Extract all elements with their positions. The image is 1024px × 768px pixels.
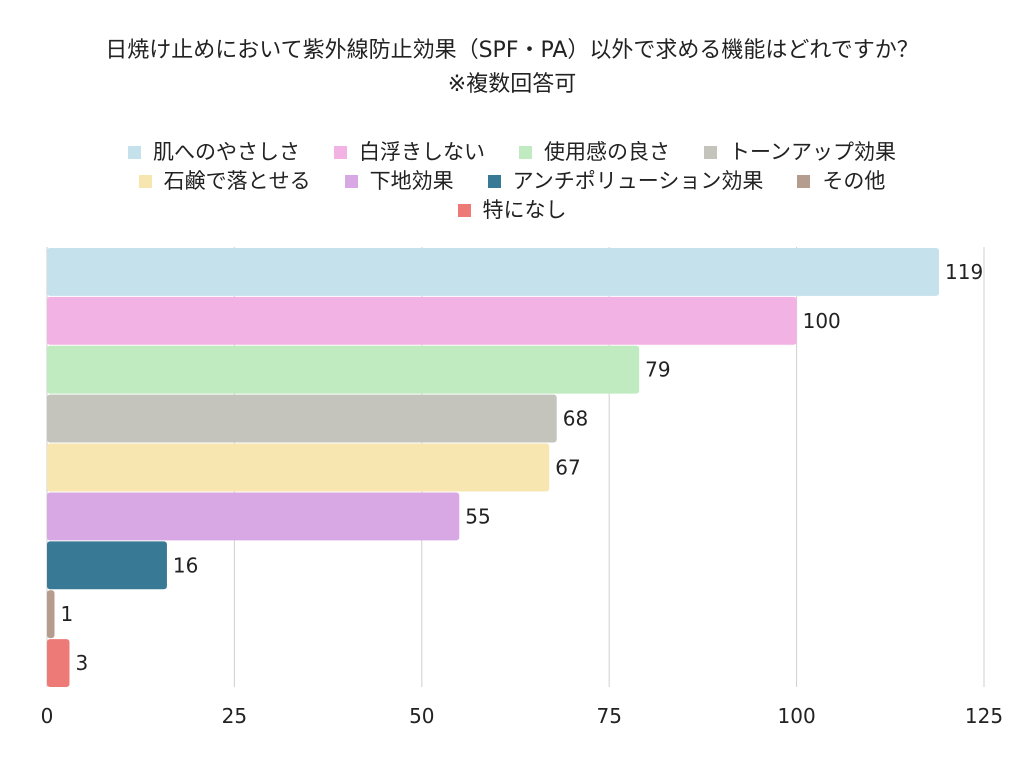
data-label: 3 bbox=[75, 651, 88, 675]
x-tick-label: 25 bbox=[222, 704, 247, 728]
data-label: 1 bbox=[60, 602, 73, 626]
legend: 肌へのやさしさ 白浮きしない 使用感の良さ トーンアップ効果 石鹸で落とせる 下… bbox=[0, 138, 1024, 225]
legend-swatch bbox=[334, 146, 348, 159]
chart-title: 日焼け止めにおいて紫外線防止効果（SPF・PA）以外で求める機能はどれですか？ … bbox=[0, 34, 1024, 102]
legend-row-1: 肌へのやさしさ 白浮きしない 使用感の良さ トーンアップ効果 bbox=[0, 138, 1024, 167]
legend-label: 石鹸で落とせる bbox=[163, 169, 311, 193]
x-tick-label: 0 bbox=[41, 704, 54, 728]
data-label: 16 bbox=[173, 553, 198, 577]
legend-swatch bbox=[457, 204, 471, 217]
chart-title-line2: ※複数回答可 bbox=[447, 72, 577, 97]
legend-swatch bbox=[128, 146, 142, 159]
bar bbox=[47, 639, 70, 687]
bar bbox=[47, 394, 557, 443]
data-label: 55 bbox=[465, 504, 490, 528]
x-tick-label: 75 bbox=[596, 704, 621, 728]
legend-label: アンチポリューション効果 bbox=[512, 169, 764, 193]
x-tick-label: 50 bbox=[409, 704, 434, 728]
chart-title-line1: 日焼け止めにおいて紫外線防止効果（SPF・PA）以外で求める機能はどれですか？ bbox=[105, 38, 919, 63]
data-label: 100 bbox=[803, 309, 841, 333]
legend-item-7: アンチポリューション効果 bbox=[487, 167, 764, 196]
legend-row-2: 石鹸で落とせる 下地効果 アンチポリューション効果 その他 bbox=[0, 167, 1024, 196]
legend-swatch bbox=[797, 175, 811, 188]
legend-swatch bbox=[344, 175, 358, 188]
legend-label: その他 bbox=[822, 169, 886, 193]
data-label: 79 bbox=[645, 358, 670, 382]
data-label: 119 bbox=[945, 260, 983, 284]
legend-label: 下地効果 bbox=[369, 169, 454, 193]
bar bbox=[47, 443, 550, 492]
legend-item-1: 肌へのやさしさ bbox=[128, 138, 300, 167]
bar bbox=[47, 345, 640, 394]
x-tick-label: 125 bbox=[965, 704, 1003, 728]
legend-item-3: 使用感の良さ bbox=[519, 138, 670, 167]
bar bbox=[47, 248, 940, 296]
legend-label: 白浮きしない bbox=[359, 140, 486, 164]
data-label: 67 bbox=[555, 456, 580, 480]
data-label: 68 bbox=[563, 407, 588, 431]
bar bbox=[47, 492, 460, 541]
legend-label: トーンアップ効果 bbox=[729, 140, 896, 164]
bar bbox=[47, 296, 797, 345]
legend-label: 特になし bbox=[482, 198, 567, 222]
legend-label: 肌へのやさしさ bbox=[153, 140, 301, 164]
legend-item-5: 石鹸で落とせる bbox=[138, 167, 311, 196]
legend-label: 使用感の良さ bbox=[544, 140, 671, 164]
legend-swatch bbox=[138, 175, 152, 188]
legend-item-6: 下地効果 bbox=[344, 167, 454, 196]
legend-item-4: トーンアップ効果 bbox=[704, 138, 896, 167]
legend-swatch bbox=[487, 175, 501, 188]
bar bbox=[47, 590, 55, 639]
legend-item-9: 特になし bbox=[457, 196, 567, 225]
legend-item-8: その他 bbox=[797, 167, 885, 196]
legend-swatch bbox=[519, 146, 533, 159]
legend-row-3: 特になし bbox=[0, 196, 1024, 225]
x-tick-label: 100 bbox=[778, 704, 816, 728]
bar bbox=[47, 541, 167, 590]
legend-swatch bbox=[704, 146, 718, 159]
legend-item-2: 白浮きしない bbox=[334, 138, 485, 167]
